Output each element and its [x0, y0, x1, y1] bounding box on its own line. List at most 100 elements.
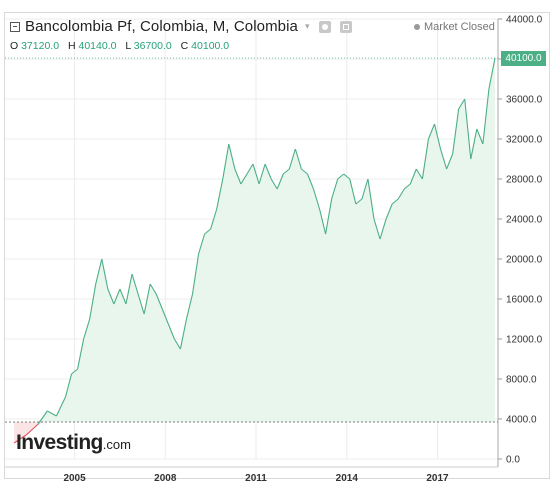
series-line-segment: [288, 148, 296, 170]
market-status-label: Market Closed: [424, 21, 495, 33]
x-tick-label: 2005: [63, 473, 86, 484]
logo-brand: Investing: [16, 431, 103, 454]
series-line-segment: [240, 173, 248, 185]
series-line-segment: [204, 228, 212, 235]
series-line-segment: [331, 178, 339, 200]
series-line-segment: [119, 288, 127, 305]
series-line-segment: [161, 308, 169, 325]
series-line-segment: [361, 178, 369, 200]
series-line-segment: [373, 218, 381, 240]
open-value: 37120.0: [21, 40, 60, 52]
y-tick-label: 24000.0: [506, 215, 543, 226]
x-tick-label: 2017: [426, 473, 449, 484]
series-line-segment: [446, 153, 454, 170]
series-line-segment: [349, 178, 357, 205]
series-line-segment: [131, 273, 139, 295]
logo-suffix: .com: [102, 437, 131, 452]
series-line-segment: [282, 168, 290, 175]
high-label: H: [67, 40, 76, 52]
y-tick-label: 28000.0: [506, 175, 543, 186]
series-line-segment: [306, 173, 315, 190]
series-line-segment: [216, 178, 224, 210]
series-line-segment: [47, 410, 57, 417]
series-line-segment: [301, 168, 308, 175]
series-line-segment: [464, 98, 472, 160]
series-line-segment: [89, 283, 97, 320]
close-label: C: [180, 40, 189, 52]
series-line-segment: [488, 57, 496, 90]
series-line-segment: [246, 163, 254, 175]
series-line-segment: [258, 163, 266, 185]
series-line-segment: [458, 98, 466, 110]
series-line-segment: [64, 373, 73, 398]
series-line-segment: [385, 203, 393, 220]
series-line-segment: [409, 168, 417, 185]
open-label: O: [10, 40, 19, 52]
series-line-segment: [71, 368, 78, 375]
series-line-segment: [107, 288, 115, 305]
series-line-segment: [83, 318, 91, 340]
y-tick-label: 16000.0: [506, 295, 543, 306]
series-line-segment: [440, 148, 448, 170]
series-line-segment: [198, 233, 206, 255]
series-line-segment: [319, 208, 327, 235]
series-line-segment: [379, 218, 387, 240]
series-line-segment: [228, 143, 236, 170]
y-tick-label: 20000.0: [506, 255, 543, 266]
current-price-tag: 40100.0: [501, 50, 546, 66]
series-line-segment: [276, 173, 284, 190]
series-line-segment: [143, 283, 151, 315]
series-line-segment: [167, 323, 175, 340]
series-line-segment: [403, 183, 411, 190]
chevron-down-icon[interactable]: ▾: [304, 21, 310, 31]
x-tick-label: 2014: [336, 473, 359, 484]
y-tick-label: 0.0: [506, 455, 520, 466]
series-line-segment: [234, 168, 242, 185]
series-line-segment: [95, 258, 103, 285]
y-tick-label: 44000.0: [506, 15, 543, 26]
close-value: 40100.0: [191, 40, 230, 52]
investing-logo: Investing.com: [16, 431, 131, 455]
chart-title: Bancolombia Pf, Colombia, M, Colombia: [25, 18, 298, 35]
high-value: 40140.0: [78, 40, 117, 52]
series-line-segment: [179, 318, 188, 350]
low-label: L: [125, 40, 131, 52]
low-value: 36700.0: [133, 40, 172, 52]
series-line-segment: [222, 143, 230, 180]
series-line-segment: [355, 198, 363, 205]
x-tick-label: 2008: [154, 473, 177, 484]
y-tick-label: 32000.0: [506, 135, 543, 146]
series-line-segment: [294, 148, 302, 170]
series-line-segment: [13, 434, 27, 444]
series-line-segment: [270, 178, 278, 190]
area-above-baseline: [14, 58, 495, 422]
series-line-segment: [415, 168, 423, 180]
series-line-segment: [325, 198, 333, 235]
series-line-segment: [113, 288, 121, 305]
collapse-icon[interactable]: [10, 21, 20, 32]
gear-icon[interactable]: [318, 20, 331, 33]
series-line-segment: [185, 293, 194, 320]
camera-icon[interactable]: [339, 20, 352, 33]
series-line-segment: [155, 293, 163, 310]
series-line-segment: [77, 338, 85, 370]
series-line-segment: [210, 208, 218, 230]
series-line-segment: [343, 173, 351, 180]
market-status: Market Closed: [414, 21, 495, 33]
series-line-segment: [173, 338, 181, 350]
series-line-segment: [337, 173, 345, 180]
series-line-segment: [476, 128, 484, 145]
chart-header: Bancolombia Pf, Colombia, M, Colombia ▾: [10, 18, 352, 35]
series-line-segment: [421, 138, 429, 180]
series-line-segment: [137, 293, 145, 315]
series-line-segment: [252, 163, 260, 185]
x-tick-label: 2011: [245, 473, 267, 484]
series-line-segment: [470, 128, 478, 160]
series-line-segment: [55, 396, 66, 417]
series-line-segment: [452, 108, 460, 155]
y-tick-label: 4000.0: [506, 415, 537, 426]
ohlc-readout: O 37120.0 H 40140.0 L 36700.0 C 40100.0: [10, 40, 229, 52]
series-line-segment: [149, 283, 157, 295]
series-line-segment: [482, 88, 490, 145]
